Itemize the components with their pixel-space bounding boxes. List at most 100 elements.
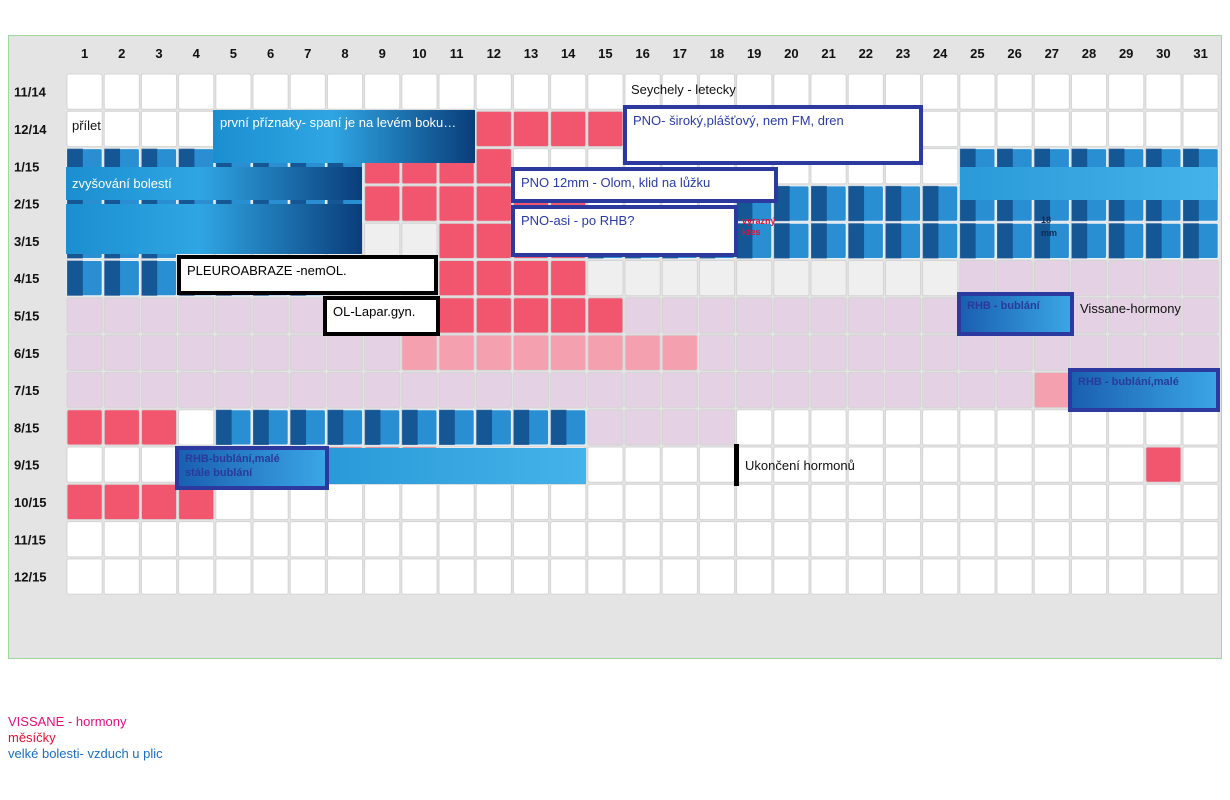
day-cell-none — [66, 110, 103, 148]
day-cell-hormony — [66, 334, 103, 371]
day-cell-mesicky — [550, 297, 587, 334]
day-cell-mesicky — [1145, 446, 1182, 483]
day-cell-hormony — [1145, 260, 1182, 297]
annotation-hormone-end: Ukončení hormonů — [745, 458, 855, 473]
day-cell-mesicky — [587, 297, 624, 334]
day-cell-hormony — [1182, 260, 1219, 297]
day-cell-mesicky — [438, 185, 475, 222]
day-cell-none — [140, 446, 178, 483]
day-cell-mesicky — [550, 110, 587, 148]
day-cell-none — [401, 222, 438, 259]
day-cell-mesicky — [140, 483, 178, 521]
day-label: 7 — [304, 46, 311, 61]
day-cell-none — [959, 483, 996, 521]
day-cell-mesicky — [475, 110, 512, 148]
day-cell-hormony — [996, 371, 1033, 409]
day-cell-none — [810, 558, 847, 595]
day-label: 30 — [1156, 46, 1170, 61]
day-label: 20 — [784, 46, 798, 61]
day-cell-none — [922, 260, 959, 297]
day-cell-mesicky — [475, 260, 512, 297]
day-cell-mesicky — [1033, 371, 1070, 409]
day-cell-hormony — [512, 371, 550, 409]
day-cell-none — [996, 110, 1033, 148]
day-cell-none — [66, 521, 103, 558]
day-cell-none — [922, 483, 959, 521]
day-cell-none — [661, 446, 698, 483]
day-cell-mesicky — [550, 260, 587, 297]
day-cell-mesicky — [401, 185, 438, 222]
day-cell-hormony — [1070, 260, 1108, 297]
annotation-pno-wide: PNO- široký,plášťový, nem FM, dren — [623, 105, 923, 165]
day-cell-hormony — [587, 409, 624, 446]
day-cell-hormony — [215, 371, 252, 409]
annotation-kres: křes — [742, 227, 761, 237]
day-cell-none — [1145, 110, 1182, 148]
day-cell-none — [1182, 409, 1219, 446]
day-cell-none — [624, 446, 661, 483]
month-label: 3/15 — [14, 234, 39, 249]
day-cell-hormony — [959, 371, 996, 409]
day-cell-shade — [141, 260, 158, 296]
day-cell-mesicky — [401, 334, 438, 371]
annotation-pno-rhb: PNO-asi - po RHB? — [511, 205, 738, 257]
day-cell-none — [847, 73, 884, 110]
day-cell-hormony — [252, 297, 289, 334]
day-cell-shade — [401, 409, 418, 445]
day-cell-none — [140, 110, 178, 148]
day-label: 11 — [450, 46, 464, 61]
day-cell-none — [773, 521, 810, 558]
day-cell-shade — [439, 409, 455, 445]
month-label: 11/14 — [14, 85, 47, 100]
day-cell-none — [959, 446, 996, 483]
day-cell-mesicky — [438, 297, 475, 334]
day-cell-mesicky — [364, 185, 401, 222]
day-cell-hormony — [624, 297, 661, 334]
day-cell-none — [773, 73, 810, 110]
day-cell-none — [103, 73, 140, 110]
day-cell-hormony — [698, 409, 736, 446]
day-cell-mesicky — [661, 334, 698, 371]
day-cell-none — [1033, 483, 1070, 521]
annotation-18: 18 — [1041, 215, 1052, 225]
day-cell-mesicky — [475, 185, 512, 222]
day-label: 14 — [561, 46, 576, 61]
day-cell-shade — [215, 409, 232, 445]
day-cell-none — [550, 521, 587, 558]
day-label: 26 — [1007, 46, 1021, 61]
day-cell-none — [1033, 73, 1070, 110]
day-cell-none — [736, 409, 773, 446]
day-cell-none — [587, 260, 624, 297]
day-cell-none — [587, 73, 624, 110]
day-cell-mesicky — [624, 334, 661, 371]
day-cell-none — [1108, 483, 1145, 521]
day-cell-none — [512, 483, 550, 521]
day-cell-hormony — [847, 371, 884, 409]
day-cell-hormony — [364, 334, 401, 371]
day-cell-hormony — [624, 371, 661, 409]
day-cell-none — [773, 409, 810, 446]
annotation-vyrazny: výrazný — [742, 216, 776, 226]
day-cell-none — [512, 521, 550, 558]
day-cell-none — [178, 110, 215, 148]
legend-hormony: VISSANE - hormony — [8, 714, 127, 729]
day-cell-none — [252, 73, 289, 110]
day-cell-none — [512, 73, 550, 110]
day-label: 8 — [341, 46, 348, 61]
day-cell-none — [178, 73, 215, 110]
day-cell-hormony — [326, 334, 364, 371]
day-cell-shade — [885, 223, 902, 259]
day-cell-hormony — [178, 334, 215, 371]
day-cell-none — [1033, 409, 1070, 446]
day-cell-none — [698, 446, 736, 483]
day-cell-none — [1182, 73, 1219, 110]
day-cell-hormony — [847, 297, 884, 334]
day-cell-none — [252, 521, 289, 558]
day-label: 19 — [747, 46, 761, 61]
day-cell-hormony — [661, 297, 698, 334]
day-cell-hormony — [922, 297, 959, 334]
month-label: 6/15 — [14, 346, 39, 361]
day-cell-shade — [848, 185, 865, 222]
annotation-ol-lapar: OL-Lapar.gyn. — [323, 296, 440, 336]
annotation-prilet: přílet — [72, 118, 101, 133]
